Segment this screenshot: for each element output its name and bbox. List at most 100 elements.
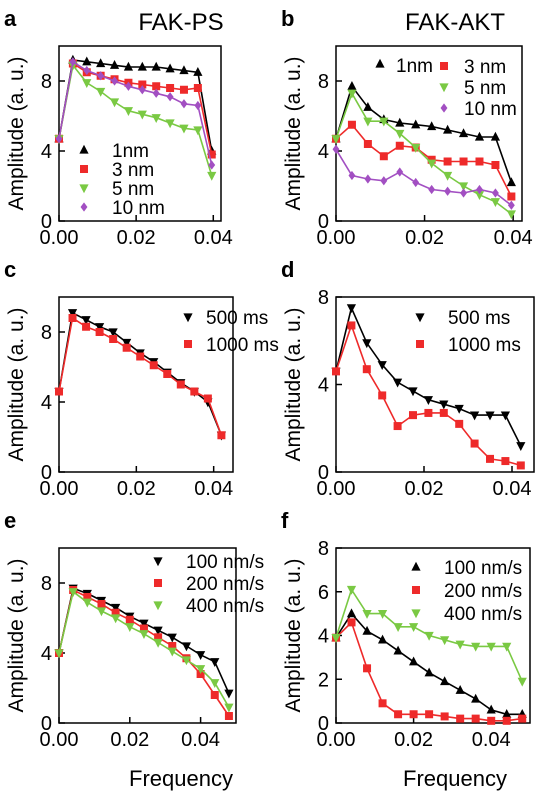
data-point-d-0	[408, 387, 418, 397]
data-point-d-0	[393, 378, 403, 388]
data-point-b-2	[506, 210, 516, 220]
data-point-b-2	[411, 143, 421, 153]
data-point-c-1	[95, 328, 104, 336]
data-point-f-0	[377, 634, 388, 644]
data-point-e-0	[167, 633, 177, 643]
data-point-c-0	[67, 309, 78, 318]
x-tick-label: 0.02	[405, 478, 444, 500]
data-point-a-3	[111, 76, 118, 86]
y-tick-label: 0	[41, 713, 52, 735]
data-point-d-1	[347, 321, 356, 330]
x-tick-label: 0.04	[493, 478, 532, 500]
y-tick-label: 6	[318, 582, 329, 604]
data-point-c-1	[203, 394, 212, 403]
data-point-a-0	[193, 67, 203, 76]
data-point-f-0	[409, 656, 419, 666]
x-tick-label: 0.04	[181, 729, 220, 751]
legend-marker-e-1	[154, 579, 162, 587]
legend-label-a-1: 3 nm	[112, 160, 154, 181]
x-tick-label: 0.00	[40, 227, 79, 249]
data-point-f-1	[440, 712, 449, 721]
data-point-c-0	[95, 323, 105, 332]
legend-marker-a-0	[79, 144, 89, 154]
data-point-f-1	[487, 716, 496, 725]
data-point-e-0	[139, 619, 149, 629]
panel-letter-f: f	[281, 508, 289, 533]
legend-marker-d-1	[416, 340, 424, 348]
data-point-a-0	[109, 60, 120, 69]
data-point-a-2	[109, 98, 120, 108]
x-tick-label: 0.04	[194, 478, 233, 500]
data-point-f-0	[455, 684, 465, 694]
y-tick-label: 4	[41, 141, 52, 163]
data-point-a-2	[179, 124, 189, 134]
data-point-b-0	[347, 81, 357, 90]
data-point-d-1	[516, 461, 525, 470]
data-point-e-2	[167, 647, 177, 657]
data-point-c-1	[176, 380, 185, 389]
data-point-f-0	[424, 667, 434, 677]
data-point-c-1	[122, 343, 131, 352]
data-point-b-0	[411, 119, 421, 129]
data-point-b-1	[475, 157, 484, 166]
y-tick-label: 0	[318, 713, 329, 735]
data-point-f-0	[486, 704, 496, 714]
data-point-d-1	[501, 457, 510, 466]
data-point-f-2	[393, 623, 403, 632]
data-point-e-0	[181, 642, 192, 652]
data-point-a-3	[83, 65, 91, 76]
legend-label-e-1: 200 nm/s	[186, 574, 264, 595]
data-point-f-2	[471, 642, 481, 652]
data-point-c-1	[82, 322, 91, 331]
data-point-f-2	[486, 642, 496, 652]
data-point-c-1	[136, 352, 145, 361]
legend-marker-c-1	[184, 340, 192, 348]
data-point-b-0	[395, 117, 405, 127]
legend-label-e-2: 400 nm/s	[186, 596, 264, 617]
legend-marker-b-3	[440, 103, 448, 113]
data-point-e-2	[181, 656, 192, 666]
data-point-d-0	[485, 411, 495, 421]
panel-f: f 0 2 4 6 8 0.00 0.02 0.04 Amplitude (a. u.) 100 n…	[281, 508, 531, 751]
data-point-d-0	[423, 396, 433, 406]
data-point-e-1	[125, 615, 134, 624]
x-tick-label: 0.00	[317, 729, 356, 751]
x-axis-title-right: Frequency	[403, 766, 507, 791]
data-point-b-1	[347, 120, 356, 129]
data-point-d-0	[346, 304, 356, 314]
data-point-e-2	[153, 638, 163, 648]
plot-frame-c	[58, 296, 234, 473]
data-point-a-2	[165, 119, 175, 129]
y-tick-label: 4	[41, 643, 52, 665]
x-tick-label: 0.02	[117, 227, 156, 249]
data-point-c-0	[108, 328, 118, 338]
x-tick-label: 0.02	[405, 227, 444, 249]
data-point-d-0	[439, 400, 449, 410]
data-point-a-3	[166, 92, 174, 102]
data-point-f-2	[346, 585, 357, 595]
y-tick-label: 0	[318, 211, 329, 233]
panel-letter-d: d	[281, 257, 294, 282]
legend-label-d-1: 1000 ms	[448, 335, 521, 356]
data-point-d-1	[362, 365, 371, 374]
data-point-b-3	[491, 188, 499, 198]
y-tick-label: 4	[318, 375, 329, 397]
legend-marker-d-0	[415, 313, 425, 323]
data-point-e-2	[210, 679, 220, 688]
data-point-b-0	[490, 131, 501, 141]
data-point-a-3	[69, 57, 77, 67]
data-point-b-2	[347, 89, 357, 99]
data-point-b-1	[459, 157, 468, 166]
data-point-a-2	[96, 87, 106, 97]
data-point-a-1	[207, 150, 216, 159]
y-axis-title: Amplitude (a. u.)	[5, 558, 28, 712]
legend-label-b-0: 1nm	[396, 56, 433, 77]
data-point-b-2	[379, 117, 389, 127]
data-point-f-0	[362, 625, 372, 635]
x-axis-title-left: Frequency	[129, 766, 233, 791]
data-point-f-1	[394, 710, 403, 719]
y-tick-label: 4	[318, 141, 329, 163]
data-point-e-0	[224, 689, 234, 699]
y-tick-label: 8	[41, 322, 52, 344]
data-point-b-3	[348, 170, 356, 181]
